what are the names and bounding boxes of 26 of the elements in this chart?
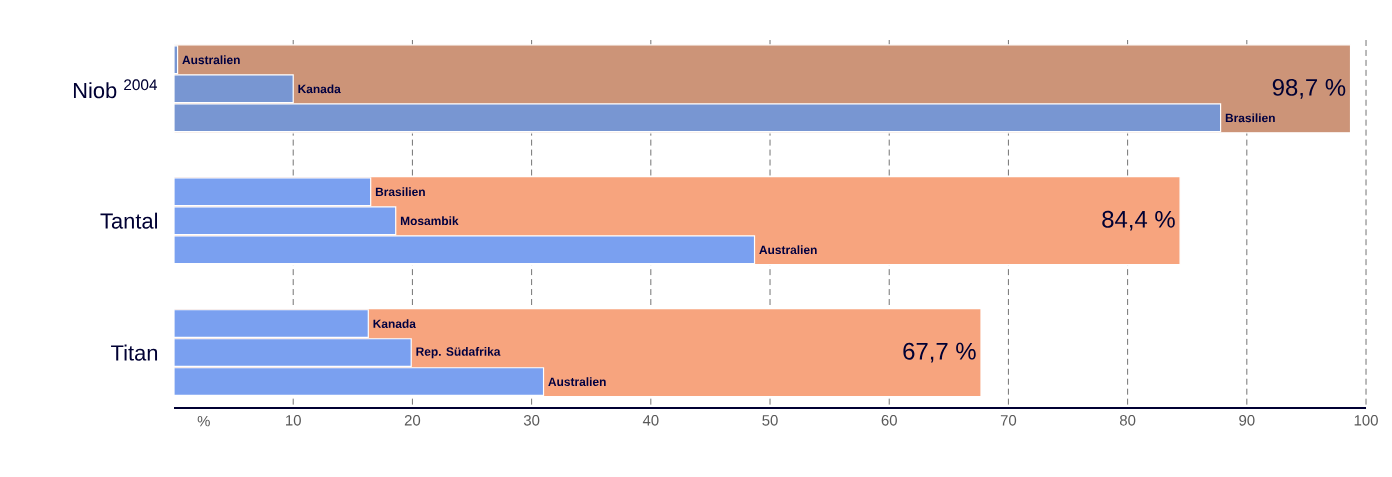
annotation: Brasilien [1225,113,1275,123]
x-axis-title: % [197,415,210,427]
x-tick-label: 90 [1239,415,1255,426]
x-tick-label: 50 [762,415,778,426]
annotation: Australien [548,377,606,387]
x-tick-label: 60 [881,415,897,426]
annotation: Mosambik [400,216,459,226]
x-tick-label: 70 [1000,415,1017,426]
annotation: Brasilien [375,187,425,197]
y-tick-label: Niob $^{2004}$ [73,79,158,99]
annotation: Kanada [373,319,416,328]
x-tick-label: 100 [1354,415,1378,426]
x-tick-label: 30 [523,415,540,426]
x-tick-label: 80 [1119,415,1136,426]
annotation: Rep. Südafrika [416,347,501,359]
data-label: 84,4 % [1102,210,1175,231]
data-label: 67,7 % [903,342,976,363]
annotation: Australien [182,55,240,65]
annotation: Kanada [298,84,341,94]
x-tick-label: 10 [286,415,301,426]
x-tick-label: 40 [642,415,659,426]
y-tick-label: Titan [111,344,158,361]
annotation: Australien [759,245,817,255]
data-label: 98,7 % [1272,78,1346,99]
x-tick-label: 20 [404,415,421,426]
y-tick-label: Tantal [100,212,158,229]
